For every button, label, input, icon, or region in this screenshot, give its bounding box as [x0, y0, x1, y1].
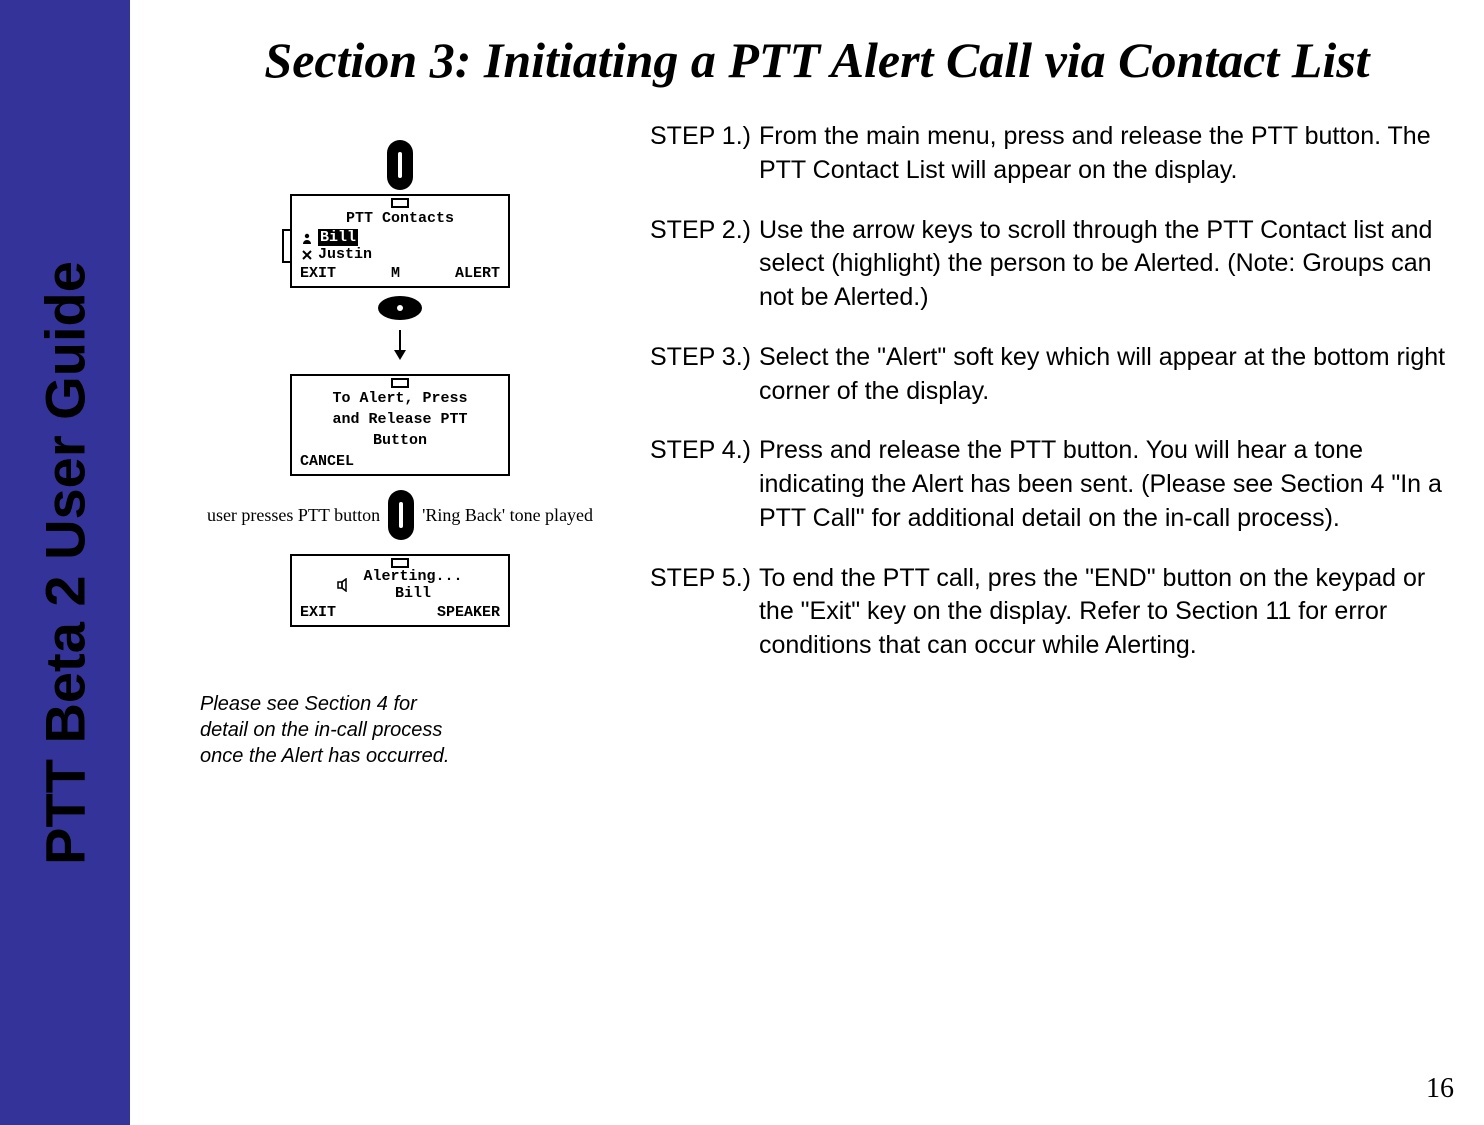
- person-icon: [300, 232, 314, 244]
- step-3-label: STEP 3.): [650, 341, 759, 409]
- softkey-exit: EXIT: [300, 604, 336, 621]
- softkey-speaker: SPEAKER: [437, 604, 500, 621]
- step-3-body: Select the "Alert" soft key which will a…: [759, 341, 1464, 409]
- screen-contacts: PTT Contacts Bill: [290, 194, 510, 288]
- softkey-cancel: CANCEL: [300, 453, 354, 470]
- prompt-line-3: Button: [292, 430, 508, 451]
- step-1-body: From the main menu, press and release th…: [759, 120, 1464, 188]
- softkey-alert: ALERT: [455, 265, 500, 282]
- main-content: Section 3: Initiating a PTT Alert Call v…: [130, 0, 1484, 1125]
- diagram-column: PTT Contacts Bill: [170, 120, 630, 769]
- contact-justin: Justin: [318, 246, 372, 263]
- ptt-button-icon: [388, 490, 414, 540]
- screen-alerting: Alerting... Bill EXIT SPEAKER: [290, 554, 510, 627]
- softkey-m: M: [336, 265, 455, 282]
- label-ringback: 'Ring Back' tone played: [422, 505, 593, 526]
- bracket-icon: [282, 229, 292, 263]
- step-5-label: STEP 5.): [650, 562, 759, 663]
- ptt-button-icon: [387, 140, 413, 190]
- status-icon: [391, 378, 409, 388]
- status-icon: [391, 558, 409, 568]
- step-1-label: STEP 1.): [650, 120, 759, 188]
- step-2-body: Use the arrow keys to scroll through the…: [759, 214, 1464, 315]
- nav-button-icon: [378, 296, 422, 320]
- page-title: Section 3: Initiating a PTT Alert Call v…: [170, 30, 1464, 90]
- x-icon: [300, 250, 314, 260]
- screen-contacts-title: PTT Contacts: [292, 208, 508, 229]
- step-5-body: To end the PTT call, pres the "END" butt…: [759, 562, 1464, 663]
- prompt-line-1: To Alert, Press: [292, 388, 508, 409]
- sidebar: PTT Beta 2 User Guide: [0, 0, 130, 1125]
- prompt-line-2: and Release PTT: [292, 409, 508, 430]
- footnote: Please see Section 4 for detail on the i…: [170, 691, 450, 769]
- label-user-presses: user presses PTT button: [207, 505, 380, 526]
- arrow-down-icon: [392, 330, 408, 360]
- sidebar-title: PTT Beta 2 User Guide: [33, 261, 98, 865]
- steps-column: STEP 1.)From the main menu, press and re…: [650, 120, 1464, 769]
- page-number: 16: [1426, 1073, 1454, 1105]
- softkey-exit: EXIT: [300, 265, 336, 282]
- speaker-icon: [337, 578, 353, 592]
- alerting-line-2: Bill: [363, 585, 462, 602]
- alerting-line-1: Alerting...: [363, 568, 462, 585]
- step-2-label: STEP 2.): [650, 214, 759, 315]
- contact-bill: Bill: [318, 229, 358, 246]
- step-4-body: Press and release the PTT button. You wi…: [759, 434, 1464, 535]
- step-4-label: STEP 4.): [650, 434, 759, 535]
- status-icon: [391, 198, 409, 208]
- screen-prompt: To Alert, Press and Release PTT Button C…: [290, 374, 510, 476]
